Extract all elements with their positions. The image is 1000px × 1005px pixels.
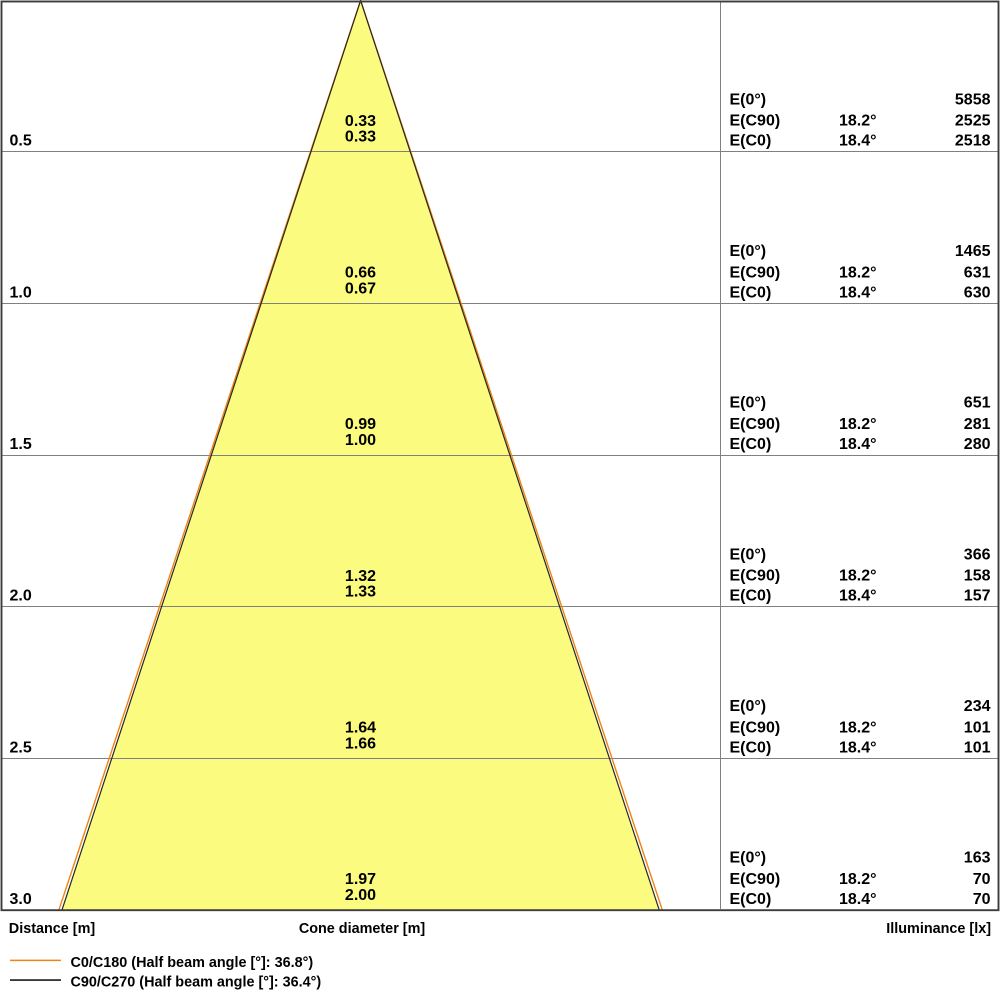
svg-text:E(C90): E(C90): [730, 871, 781, 888]
svg-text:158: 158: [964, 568, 991, 585]
svg-text:2.00: 2.00: [345, 887, 376, 904]
svg-text:18.2°: 18.2°: [839, 719, 877, 736]
svg-text:E(C0): E(C0): [730, 588, 772, 605]
svg-text:18.4°: 18.4°: [839, 436, 877, 453]
svg-text:E(C0): E(C0): [730, 284, 772, 301]
svg-text:1.33: 1.33: [345, 584, 376, 601]
svg-text:366: 366: [964, 546, 991, 563]
svg-text:2525: 2525: [955, 113, 991, 130]
svg-text:281: 281: [964, 416, 991, 433]
svg-text:Illuminance [lx]: Illuminance [lx]: [886, 921, 991, 937]
svg-text:0.33: 0.33: [345, 113, 376, 130]
svg-text:2.0: 2.0: [10, 588, 32, 605]
svg-text:E(C90): E(C90): [730, 416, 781, 433]
svg-text:0.99: 0.99: [345, 416, 376, 433]
svg-text:18.4°: 18.4°: [839, 588, 877, 605]
svg-text:E(0°): E(0°): [730, 91, 767, 108]
svg-text:631: 631: [964, 264, 991, 281]
svg-text:651: 651: [964, 395, 991, 412]
svg-text:E(0°): E(0°): [730, 243, 767, 260]
svg-text:18.2°: 18.2°: [839, 264, 877, 281]
svg-text:234: 234: [964, 698, 991, 715]
svg-text:18.2°: 18.2°: [839, 113, 877, 130]
svg-text:18.4°: 18.4°: [839, 739, 877, 756]
svg-text:2518: 2518: [955, 133, 991, 150]
svg-text:3.0: 3.0: [10, 891, 32, 908]
svg-text:2.5: 2.5: [10, 739, 32, 756]
svg-text:0.5: 0.5: [10, 133, 32, 150]
svg-text:18.2°: 18.2°: [839, 568, 877, 585]
svg-text:18.2°: 18.2°: [839, 871, 877, 888]
svg-text:C90/C270 (Half beam angle [°]:: C90/C270 (Half beam angle [°]: 36.4°): [71, 975, 322, 991]
svg-text:18.4°: 18.4°: [839, 284, 877, 301]
svg-text:E(0°): E(0°): [730, 850, 767, 867]
svg-text:E(C0): E(C0): [730, 133, 772, 150]
svg-text:18.4°: 18.4°: [839, 891, 877, 908]
svg-text:E(C90): E(C90): [730, 568, 781, 585]
svg-text:1.32: 1.32: [345, 568, 376, 585]
svg-text:101: 101: [964, 719, 991, 736]
svg-text:1.66: 1.66: [345, 735, 376, 752]
svg-text:5858: 5858: [955, 91, 991, 108]
svg-text:101: 101: [964, 739, 991, 756]
svg-text:1.0: 1.0: [10, 284, 32, 301]
svg-text:E(0°): E(0°): [730, 546, 767, 563]
svg-text:18.4°: 18.4°: [839, 133, 877, 150]
svg-text:0.66: 0.66: [345, 265, 376, 282]
svg-text:Cone diameter [m]: Cone diameter [m]: [299, 921, 425, 937]
svg-text:163: 163: [964, 850, 991, 867]
svg-text:157: 157: [964, 588, 991, 605]
svg-text:1.5: 1.5: [10, 436, 32, 453]
svg-text:1.00: 1.00: [345, 432, 376, 449]
svg-text:18.2°: 18.2°: [839, 416, 877, 433]
svg-text:280: 280: [964, 436, 991, 453]
svg-text:E(C90): E(C90): [730, 719, 781, 736]
svg-text:E(0°): E(0°): [730, 698, 767, 715]
svg-text:E(C0): E(C0): [730, 436, 772, 453]
svg-text:0.33: 0.33: [345, 129, 376, 146]
svg-text:E(C90): E(C90): [730, 113, 781, 130]
svg-text:1.97: 1.97: [345, 871, 376, 888]
svg-text:Distance [m]: Distance [m]: [9, 921, 95, 937]
svg-text:E(0°): E(0°): [730, 395, 767, 412]
svg-text:E(C0): E(C0): [730, 891, 772, 908]
svg-text:E(C90): E(C90): [730, 264, 781, 281]
svg-text:630: 630: [964, 284, 991, 301]
svg-text:70: 70: [973, 871, 991, 888]
svg-text:C0/C180 (Half beam angle [°]:: C0/C180 (Half beam angle [°]: 36.8°): [71, 955, 314, 971]
svg-text:1465: 1465: [955, 243, 991, 260]
svg-text:0.67: 0.67: [345, 280, 376, 297]
svg-text:1.64: 1.64: [345, 720, 376, 737]
svg-text:70: 70: [973, 891, 991, 908]
svg-text:E(C0): E(C0): [730, 739, 772, 756]
